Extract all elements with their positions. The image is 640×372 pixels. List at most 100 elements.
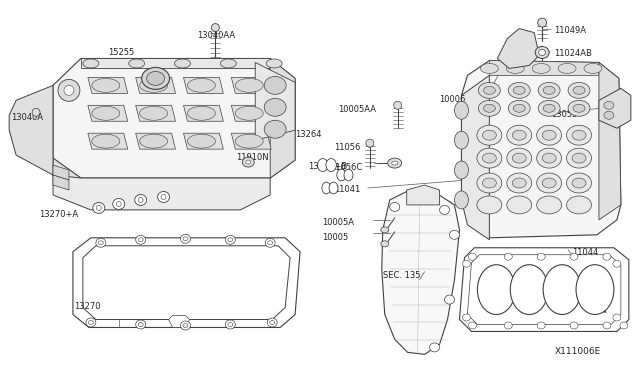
Ellipse shape — [136, 235, 146, 244]
Ellipse shape — [558, 64, 576, 73]
Ellipse shape — [512, 153, 526, 163]
Ellipse shape — [543, 265, 581, 314]
Ellipse shape — [138, 323, 143, 327]
Ellipse shape — [180, 234, 191, 243]
Polygon shape — [599, 62, 621, 220]
Ellipse shape — [570, 253, 578, 260]
Ellipse shape — [513, 104, 525, 112]
Ellipse shape — [604, 101, 614, 109]
Ellipse shape — [92, 106, 120, 120]
Ellipse shape — [32, 108, 40, 116]
Ellipse shape — [477, 125, 502, 145]
Ellipse shape — [96, 238, 106, 247]
Ellipse shape — [576, 265, 614, 314]
Ellipse shape — [468, 322, 476, 329]
Ellipse shape — [161, 195, 166, 199]
Ellipse shape — [326, 158, 337, 171]
Ellipse shape — [228, 323, 233, 327]
Ellipse shape — [138, 198, 143, 202]
Ellipse shape — [537, 173, 561, 193]
Text: 10005: 10005 — [322, 233, 348, 242]
Ellipse shape — [613, 260, 621, 267]
Ellipse shape — [477, 196, 502, 214]
Ellipse shape — [390, 202, 400, 211]
Polygon shape — [497, 29, 539, 68]
Ellipse shape — [440, 205, 449, 214]
Ellipse shape — [483, 104, 495, 112]
Ellipse shape — [454, 191, 468, 209]
Ellipse shape — [64, 86, 74, 95]
Ellipse shape — [157, 192, 170, 202]
Text: 11056C: 11056C — [330, 163, 362, 172]
Ellipse shape — [265, 238, 275, 247]
Ellipse shape — [388, 158, 402, 168]
Ellipse shape — [113, 198, 125, 209]
Ellipse shape — [449, 230, 460, 239]
Ellipse shape — [566, 125, 591, 145]
Ellipse shape — [236, 134, 263, 148]
Ellipse shape — [463, 314, 470, 321]
Ellipse shape — [572, 130, 586, 140]
Ellipse shape — [140, 78, 168, 92]
Ellipse shape — [508, 100, 530, 116]
Ellipse shape — [538, 18, 547, 27]
Ellipse shape — [188, 106, 216, 120]
Ellipse shape — [532, 64, 550, 73]
Ellipse shape — [140, 106, 168, 120]
Ellipse shape — [507, 173, 532, 193]
Polygon shape — [53, 175, 270, 210]
Polygon shape — [88, 77, 128, 93]
Ellipse shape — [180, 321, 191, 330]
Ellipse shape — [225, 320, 236, 329]
Polygon shape — [270, 58, 295, 178]
Text: X111006E: X111006E — [555, 347, 602, 356]
Ellipse shape — [381, 241, 388, 247]
Text: 13264: 13264 — [295, 130, 321, 139]
Ellipse shape — [479, 100, 500, 116]
Ellipse shape — [507, 148, 532, 168]
Ellipse shape — [537, 322, 545, 329]
Polygon shape — [136, 77, 175, 93]
Ellipse shape — [572, 153, 586, 163]
Text: 13055: 13055 — [551, 110, 577, 119]
Ellipse shape — [568, 100, 590, 116]
Ellipse shape — [603, 322, 611, 329]
Ellipse shape — [317, 158, 328, 171]
Ellipse shape — [512, 178, 526, 188]
Ellipse shape — [483, 130, 497, 140]
Polygon shape — [231, 77, 271, 93]
Text: 11044: 11044 — [572, 248, 598, 257]
Ellipse shape — [99, 241, 103, 245]
Polygon shape — [467, 255, 621, 324]
Ellipse shape — [394, 101, 402, 109]
Ellipse shape — [138, 238, 143, 242]
Ellipse shape — [268, 241, 273, 245]
Polygon shape — [53, 58, 295, 178]
Ellipse shape — [539, 49, 546, 55]
Ellipse shape — [246, 160, 251, 164]
Ellipse shape — [236, 78, 263, 92]
Polygon shape — [231, 133, 271, 149]
Ellipse shape — [381, 227, 388, 233]
Ellipse shape — [183, 237, 188, 241]
Ellipse shape — [512, 130, 526, 140]
Ellipse shape — [566, 148, 591, 168]
Polygon shape — [599, 89, 631, 128]
Ellipse shape — [188, 134, 216, 148]
Polygon shape — [461, 76, 490, 240]
Ellipse shape — [129, 59, 145, 68]
Ellipse shape — [264, 76, 286, 94]
Polygon shape — [53, 165, 69, 180]
Ellipse shape — [236, 106, 263, 120]
Ellipse shape — [535, 46, 549, 58]
Ellipse shape — [183, 324, 188, 327]
Ellipse shape — [463, 260, 470, 267]
Ellipse shape — [504, 322, 512, 329]
Ellipse shape — [573, 86, 585, 94]
Ellipse shape — [344, 169, 353, 181]
Polygon shape — [490, 61, 599, 76]
Ellipse shape — [481, 64, 499, 73]
Text: 15255: 15255 — [108, 48, 134, 57]
Text: 11910N: 11910N — [236, 153, 269, 162]
Ellipse shape — [97, 205, 101, 211]
